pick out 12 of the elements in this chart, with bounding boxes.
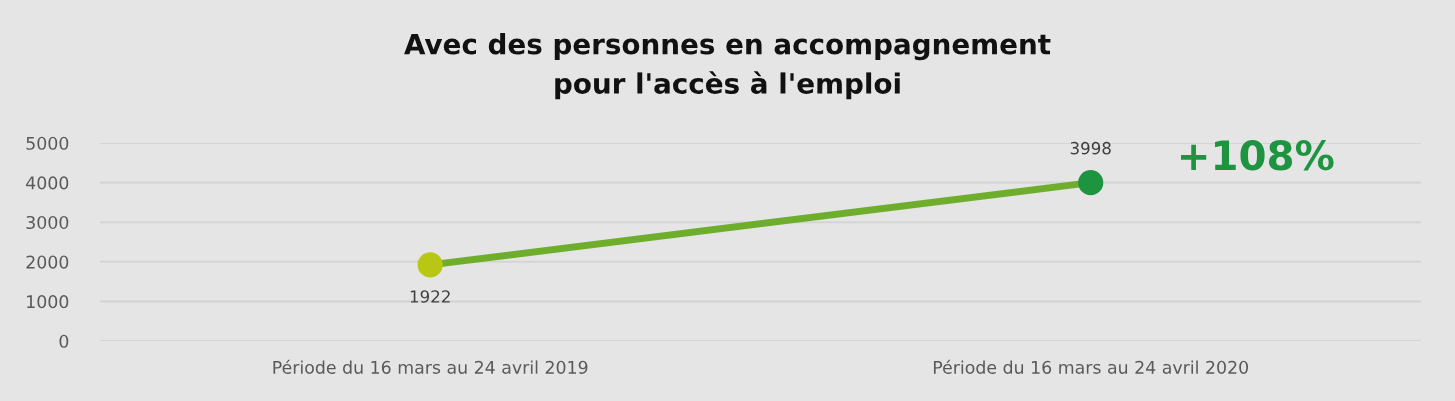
x-tick-label: Période du 16 mars au 24 avril 2020 [933, 359, 1248, 374]
y-tick-label: 0 [59, 334, 69, 348]
y-tick-label: 2000 [26, 255, 69, 269]
y-tick-label: 5000 [26, 136, 69, 150]
data-label: 3998 [1070, 141, 1111, 155]
data-label: 1922 [410, 290, 450, 303]
y-tick-label: 3000 [26, 215, 69, 230]
y-tick-label: 4000 [26, 176, 69, 190]
annotation: +108% [1181, 140, 1334, 171]
chart-title: Avec des personnes en accompagnement pour l'accès à l'emploi [404, 33, 1051, 100]
x-tick-label: Période du 16 mars au 24 avril 2019 [273, 359, 588, 374]
y-tick-label: 1000 [27, 295, 69, 309]
